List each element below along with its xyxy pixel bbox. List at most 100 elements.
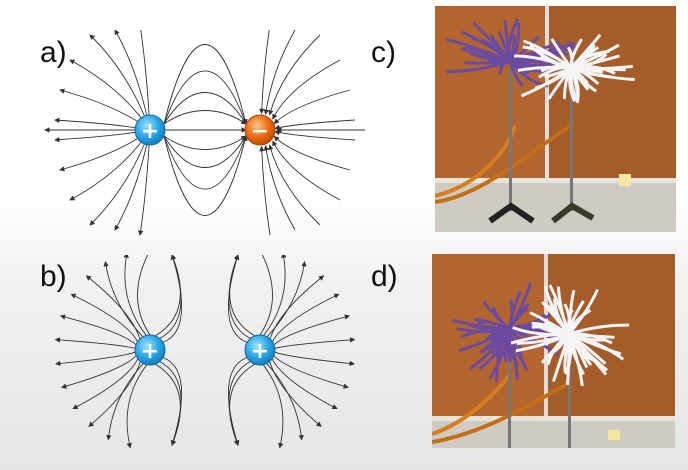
field-line (274, 337, 356, 349)
label-a: a) (40, 36, 67, 69)
field-line (55, 351, 136, 367)
field-line (272, 293, 340, 342)
field-line (154, 363, 181, 446)
field-line (137, 255, 151, 336)
plus-sign: + (251, 339, 269, 364)
field-line (54, 337, 136, 349)
field-line (106, 363, 144, 441)
label-c: c) (371, 36, 396, 69)
ribbon (507, 17, 520, 62)
field-line (274, 119, 356, 130)
field-line (72, 358, 139, 410)
field-line (228, 357, 248, 446)
dipole-field-diagram: + − (44, 30, 365, 236)
plus-sign: + (141, 339, 159, 364)
field-line (89, 34, 151, 131)
field-line (89, 129, 151, 226)
ribbon (562, 67, 573, 99)
field-line (103, 261, 144, 338)
ribbon (508, 22, 521, 63)
label-b: b) (40, 260, 67, 293)
field-line (268, 144, 321, 226)
positive-charge: + (134, 114, 166, 146)
field-line (273, 89, 351, 125)
field-line (88, 361, 141, 427)
field-line (263, 255, 287, 336)
photo-same-charge-ribbons (432, 254, 675, 448)
field-line (59, 314, 137, 346)
field-line (163, 135, 247, 168)
field-line (163, 135, 248, 216)
field-line (114, 129, 151, 231)
field-line (61, 355, 137, 389)
field-line (159, 255, 182, 339)
photo-opposite-charge-ribbons (435, 6, 676, 232)
field-line (259, 30, 270, 115)
ribbon (550, 38, 573, 69)
field-line (126, 364, 148, 449)
field-line (163, 70, 247, 125)
ribbon (490, 34, 511, 63)
field-line (228, 255, 251, 339)
field-line (266, 261, 307, 338)
field-line (85, 275, 141, 339)
field-line (273, 135, 351, 171)
field-line (273, 314, 351, 346)
ribbon (529, 311, 570, 336)
field-line (274, 351, 355, 367)
ribbon (546, 304, 571, 335)
ribbon (451, 318, 510, 331)
field-line (163, 135, 247, 150)
field-line (229, 363, 256, 446)
field-line (268, 34, 321, 116)
field-line (259, 145, 271, 236)
field-line (228, 361, 251, 446)
field-line (269, 275, 325, 339)
field-line (269, 361, 322, 427)
field-line (154, 255, 181, 337)
ribbon (495, 328, 511, 383)
field-line (229, 255, 256, 337)
label-d: d) (371, 260, 398, 293)
positive-charge-right: + (244, 334, 276, 366)
field-line (259, 255, 273, 336)
ribbon (569, 33, 602, 70)
field-line (159, 361, 182, 446)
field-line (272, 59, 341, 120)
field-line (163, 135, 247, 190)
field-line (69, 129, 151, 201)
ribbon (512, 326, 570, 336)
field-lines (44, 30, 365, 236)
ribbon (567, 333, 608, 372)
field-line (271, 358, 338, 410)
ribbon (446, 37, 511, 63)
field-line (162, 255, 182, 343)
field-line (123, 255, 147, 336)
ribbon (482, 300, 511, 331)
ribbon (507, 299, 514, 330)
field-line (262, 364, 284, 449)
ribbon (508, 60, 524, 87)
field-line (163, 110, 247, 125)
field-line (274, 130, 356, 141)
field-line (263, 30, 296, 115)
field-line (114, 30, 151, 131)
field-line (163, 92, 247, 125)
field-line (266, 363, 304, 441)
field-lines (54, 255, 356, 449)
ribbon (540, 332, 571, 364)
field-line (162, 357, 182, 446)
field-line (138, 129, 151, 236)
like-charges-field-diagram: + + (54, 255, 356, 449)
ribbon (570, 65, 616, 75)
ribbon (564, 333, 573, 375)
minus-sign: − (251, 119, 269, 144)
negative-charge: − (244, 114, 276, 146)
field-line (263, 145, 296, 231)
positive-charge-left: + (134, 334, 166, 366)
field-line (228, 255, 248, 343)
field-line (163, 44, 248, 125)
field-line (273, 355, 349, 389)
field-line (272, 140, 341, 201)
ribbon (528, 44, 572, 70)
